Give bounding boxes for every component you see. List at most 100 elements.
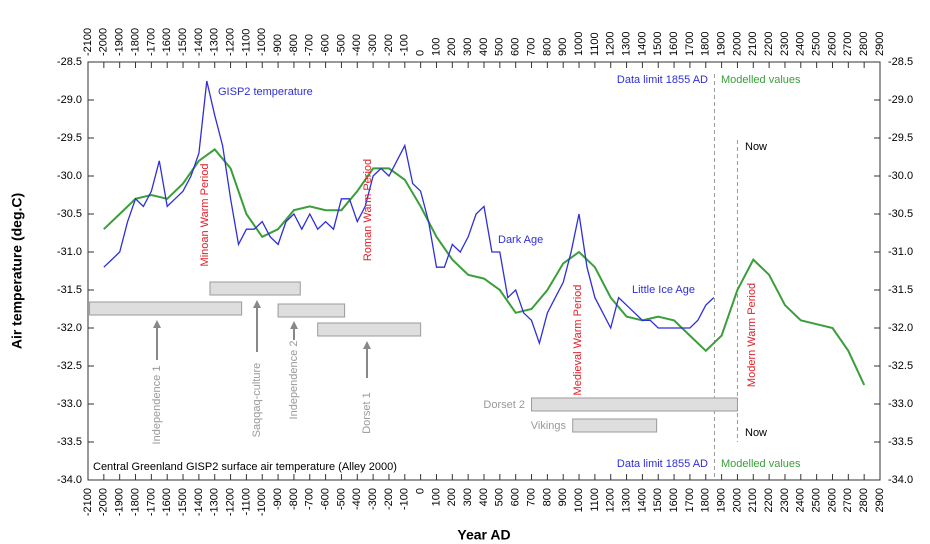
x-tick-label: -700 — [304, 34, 316, 56]
x-tick-label: -2100 — [82, 28, 94, 56]
x-tick-label: -1100 — [240, 29, 252, 56]
annotation: Now — [745, 141, 767, 153]
y-axis-label: Air temperature (deg.C) — [9, 193, 25, 349]
x-tick-label: -1300 — [209, 28, 221, 56]
x-tick-label: -100 — [399, 488, 411, 510]
x-tick-label: -900 — [272, 488, 284, 510]
x-tick-label: -700 — [304, 488, 316, 510]
x-tick-label: -1700 — [145, 488, 157, 516]
x-tick-label: 1400 — [636, 32, 648, 56]
x-tick-label: 2400 — [795, 32, 807, 56]
x-tick-label: 1800 — [700, 488, 712, 512]
x-tick-label: -2100 — [82, 488, 94, 516]
x-tick-label: 1700 — [684, 488, 696, 512]
period-label: Dorset 1 — [361, 392, 373, 434]
x-tick-label: 0 — [415, 50, 427, 56]
x-tick-label: -1600 — [161, 28, 173, 56]
x-tick-label: 600 — [510, 38, 522, 56]
period-bar — [572, 418, 658, 433]
x-tick-label: -600 — [320, 34, 332, 56]
x-tick-label: 400 — [478, 488, 490, 506]
arrow-head — [253, 300, 261, 308]
x-tick-label: -300 — [367, 488, 379, 510]
x-tick-label: -200 — [383, 488, 395, 510]
x-tick-label: 1500 — [652, 488, 664, 512]
x-tick-label: -2000 — [98, 28, 110, 56]
arrow-head — [153, 320, 161, 328]
x-tick-label: -1000 — [256, 488, 268, 516]
x-tick-label: 0 — [415, 488, 427, 494]
y-tick-label: -28.5 — [57, 56, 82, 68]
x-tick-label: 300 — [462, 488, 474, 506]
x-tick-label: 500 — [494, 38, 506, 56]
series-label: GISP2 temperature — [218, 86, 313, 98]
x-tick-label: 1700 — [684, 32, 696, 56]
x-tick-label: 100 — [430, 488, 442, 506]
x-tick-label: -1800 — [129, 28, 141, 56]
x-tick-label: 2800 — [858, 488, 870, 512]
x-tick-label: 900 — [557, 38, 569, 56]
x-tick-label: -1700 — [145, 28, 157, 56]
plot-frame — [87, 61, 881, 481]
x-tick-label: 2500 — [811, 488, 823, 512]
annotation: Modern Warm Period — [746, 283, 758, 387]
x-tick-label: 2400 — [795, 488, 807, 512]
x-tick-label: 300 — [462, 38, 474, 56]
x-tick-label: 1900 — [716, 488, 728, 512]
y-tick-label: -31.0 — [57, 246, 82, 258]
x-tick-label: 2000 — [731, 488, 743, 512]
annotation: Now — [745, 427, 767, 439]
x-tick-label: 1900 — [716, 32, 728, 56]
x-tick-label: 2900 — [874, 488, 886, 512]
y-tick-label: -30.5 — [57, 208, 82, 220]
x-tick-label: -1800 — [129, 488, 141, 516]
series-line — [103, 148, 866, 386]
x-tick-label: 800 — [541, 488, 553, 506]
annotation: Dark Age — [498, 234, 543, 246]
x-tick-label: -100 — [399, 34, 411, 56]
y-tick-label: -31.5 — [888, 284, 913, 296]
x-tick-label: 1100 — [589, 32, 601, 56]
period-bar — [277, 303, 346, 318]
x-tick-label: 2100 — [747, 488, 759, 512]
annotation: Roman Warm Period — [362, 159, 374, 261]
x-tick-label: -1300 — [209, 488, 221, 516]
y-tick-label: -29.0 — [57, 94, 82, 106]
y-tick-label: -29.5 — [888, 132, 913, 144]
x-tick-label: -1000 — [256, 28, 268, 56]
x-tick-label: 900 — [557, 488, 569, 506]
x-tick-label: -500 — [335, 488, 347, 510]
x-tick-label: -1200 — [224, 28, 236, 56]
x-tick-label: -1100 — [240, 488, 252, 515]
x-tick-label: 1300 — [620, 32, 632, 56]
x-tick-label: 1200 — [605, 488, 617, 512]
x-axis-label: Year AD — [457, 527, 510, 543]
x-tick-label: 1000 — [573, 32, 585, 56]
x-tick-label: -1200 — [224, 488, 236, 516]
x-tick-label: -1900 — [114, 488, 126, 516]
period-bar — [89, 301, 243, 316]
x-tick-label: -900 — [272, 34, 284, 56]
y-tick-label: -34.0 — [888, 474, 913, 486]
annotation: Medieval Warm Period — [572, 285, 584, 396]
annotation: Little Ice Age — [632, 284, 695, 296]
x-tick-label: -1500 — [177, 488, 189, 516]
period-bar — [209, 281, 301, 296]
x-tick-label: -600 — [320, 488, 332, 510]
annotation: Modelled values — [721, 74, 801, 86]
x-tick-label: 700 — [525, 488, 537, 506]
annotation: Data limit 1855 AD — [617, 74, 708, 86]
period-label: Vikings — [531, 420, 567, 432]
y-tick-label: -31.0 — [888, 246, 913, 258]
x-tick-label: 200 — [446, 488, 458, 506]
x-tick-label: 1300 — [620, 488, 632, 512]
y-tick-label: -32.0 — [57, 322, 82, 334]
x-tick-label: 1600 — [668, 488, 680, 512]
x-tick-label: 1000 — [573, 488, 585, 512]
y-tick-label: -30.5 — [888, 208, 913, 220]
x-tick-label: 1600 — [668, 32, 680, 56]
x-tick-label: 2600 — [826, 488, 838, 512]
y-tick-label: -34.0 — [57, 474, 82, 486]
x-tick-label: 2500 — [811, 32, 823, 56]
